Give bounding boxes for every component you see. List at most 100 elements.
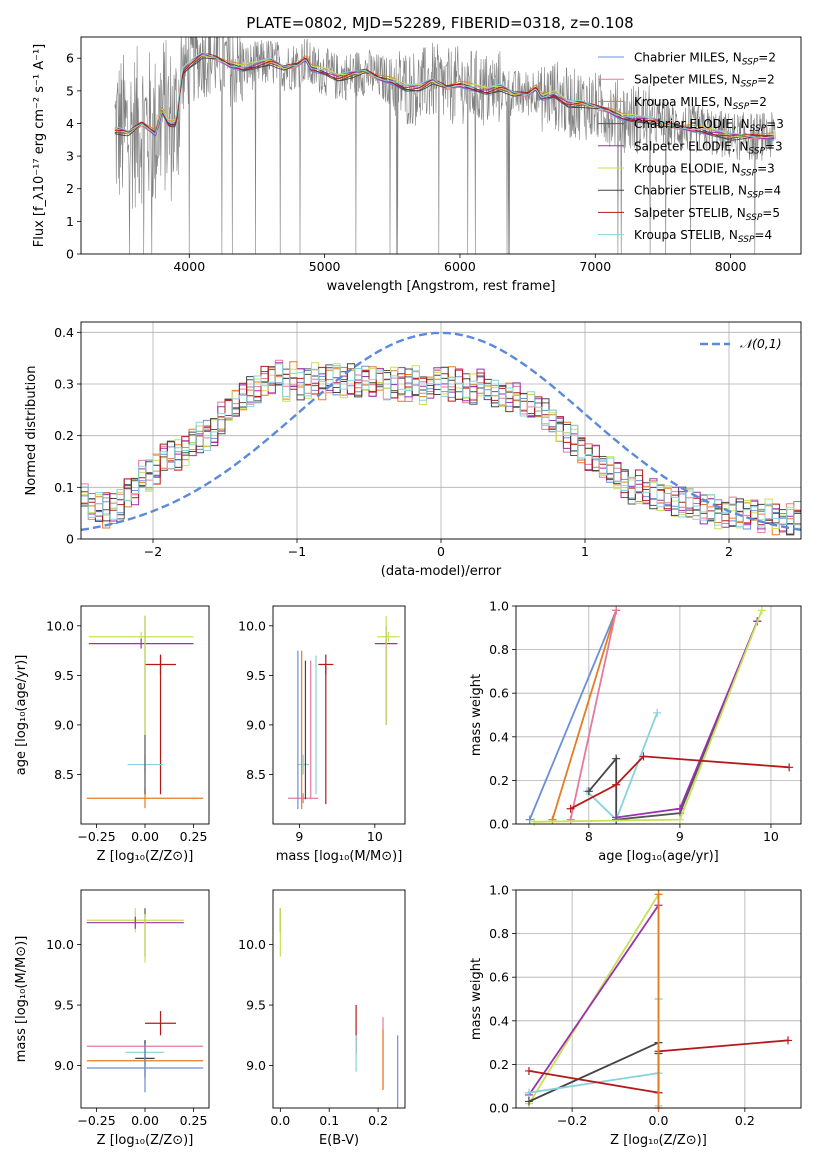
x-tick-label: 10 (367, 829, 383, 844)
weight-line (586, 712, 658, 822)
spectrum-model-line (114, 52, 775, 138)
y-tick-label: 9.0 (246, 1058, 266, 1073)
z_vs_weight-xlabel: Z [log₁₀(Z/Z⊙)] (610, 1133, 707, 1148)
y-tick-label: 0.8 (489, 642, 509, 657)
weight-line (534, 610, 763, 823)
x-tick-label: 8000 (715, 259, 747, 274)
y-tick-label: 2 (66, 181, 74, 196)
age_vs_weight-ylabel: mass weight (469, 674, 484, 756)
y-tick-label: 10.0 (238, 618, 266, 633)
x-tick-label: 0.1 (319, 1113, 339, 1128)
x-tick-label: 0.00 (131, 1113, 159, 1128)
x-tick-label: −2 (144, 544, 162, 559)
weight-marker (639, 752, 648, 761)
y-tick-label: 4 (66, 116, 74, 131)
z_vs_age-axes: −0.25 0.00 0.25 8.5 9.0 9.5 10.0 Z [log₁₀(Z/Z⊙)… (14, 618, 207, 864)
z_vs_weight-frame (515, 889, 802, 1109)
y-tick-label: 0 (66, 532, 74, 547)
y-tick-label: 0.1 (54, 480, 74, 495)
y-tick-label: 9.5 (54, 998, 74, 1013)
y-tick-label: 0.8 (489, 926, 509, 941)
legend-label: Salpeter STELIB, NSSP=5 (634, 206, 780, 223)
x-tick-label: 7000 (579, 259, 611, 274)
y-tick-label: 10.0 (238, 937, 266, 952)
z_vs_mass-ylabel: mass [log₁₀(M/M⊙)] (14, 936, 29, 1063)
y-tick-label: 0.4 (54, 325, 74, 340)
residuals-axes: −2 −1 0 1 2 0 0.1 0.2 0.3 0.4 (data-model)/error No… (24, 322, 801, 579)
x-tick-label: 0.25 (180, 1113, 208, 1128)
age_vs_weight-frame (515, 605, 802, 825)
y-tick-label: 0.2 (489, 773, 509, 788)
weight-marker (524, 1097, 533, 1106)
y-tick-label: 0.2 (54, 428, 74, 443)
x-tick-label: 9 (676, 829, 684, 844)
y-tick-label: 9.5 (246, 668, 266, 683)
legend-label: Salpeter ELODIE, NSSP=3 (634, 139, 783, 156)
legend-label: Chabrier ELODIE, NSSP=3 (634, 117, 784, 134)
y-tick-label: 8.5 (54, 767, 74, 782)
weight-line (616, 620, 759, 819)
z_vs_mass-axes: −0.25 0.00 0.25 9.0 9.5 10.0 Z [log₁₀(Z/Z⊙)] ma… (14, 936, 207, 1148)
weight-marker (530, 817, 539, 826)
ebv_vs_mass-axes: 0.0 0.1 0.2 9.0 9.5 10.0 E(B-V) (238, 937, 388, 1148)
spectrum-xlabel: wavelength [Angstrom, rest frame] (327, 279, 556, 294)
y-tick-label: 10.0 (46, 937, 74, 952)
x-tick-label: 0.0 (270, 1113, 290, 1128)
weight-marker (757, 606, 766, 615)
residual-histogram (81, 363, 801, 528)
x-tick-label: −1 (288, 544, 306, 559)
z_vs_weight-axes: −0.2 0.0 0.2 0.0 0.2 0.4 0.6 0.8 1.0 Z [log₁₀(Z/Z… (469, 883, 801, 1148)
x-tick-label: 0.00 (131, 829, 159, 844)
x-tick-label: 2 (725, 544, 733, 559)
x-tick-label: 4000 (173, 259, 205, 274)
y-tick-label: 1.0 (489, 599, 509, 614)
y-tick-label: 9.5 (54, 668, 74, 683)
y-tick-label: 0.0 (489, 817, 509, 832)
x-tick-label: 10 (763, 829, 779, 844)
weight-marker (524, 1088, 533, 1097)
y-tick-label: 0.3 (54, 377, 74, 392)
y-tick-label: 9.0 (246, 717, 266, 732)
residuals-ylabel: Normed distribution (24, 366, 39, 496)
x-tick-label: 9 (295, 829, 303, 844)
spectrum-ylabel: Flux [f_λ10⁻¹⁷ erg cm⁻² s⁻¹ A⁻¹] (32, 44, 47, 248)
weight-marker (524, 1066, 533, 1075)
weight-line (570, 755, 790, 810)
spectrum-frame (80, 36, 802, 255)
residuals-xlabel: (data-model)/error (381, 564, 502, 579)
x-tick-label: 6000 (444, 259, 476, 274)
legend-label: Kroupa MILES, NSSP=2 (634, 95, 767, 112)
spectrum-axes: 4000 5000 6000 7000 8000 0 1 2 3 4 5 6 wavelength [A… (32, 44, 747, 294)
y-tick-label: 10.0 (46, 618, 74, 633)
weight-line (569, 610, 618, 820)
y-tick-label: 9.5 (246, 998, 266, 1013)
y-tick-label: 0.4 (489, 729, 509, 744)
weight-marker (612, 606, 621, 615)
weight-marker (653, 708, 662, 717)
residuals-frame (80, 321, 802, 540)
ebv_vs_mass-frame (272, 889, 406, 1109)
y-tick-label: 0.0 (489, 1101, 509, 1116)
x-tick-label: −0.25 (77, 829, 115, 844)
y-tick-label: 0.4 (489, 1013, 509, 1028)
weight-marker (584, 787, 593, 796)
weight-marker (675, 815, 684, 824)
mass_vs_age-xlabel: mass [log₁₀(M/M⊙)] (276, 849, 403, 864)
ebv_vs_mass-xlabel: E(B-V) (319, 1133, 359, 1148)
x-tick-label: 0 (437, 544, 445, 559)
z_vs_age-xlabel: Z [log₁₀(Z/Z⊙)] (97, 849, 194, 864)
legend-label: Kroupa ELODIE, NSSP=3 (634, 162, 775, 179)
mass_vs_age-axes: 9 10 8.5 9.0 9.5 10.0 mass [log₁₀(M/M⊙)] (238, 618, 402, 864)
age_vs_weight-xlabel: age [log₁₀(age/yr)] (598, 849, 719, 864)
z_vs_mass-frame (80, 889, 210, 1109)
legend-label: Kroupa STELIB, NSSP=4 (634, 228, 772, 245)
legend-label: Chabrier STELIB, NSSP=4 (634, 184, 781, 201)
weight-marker (784, 1036, 793, 1045)
weight-marker (654, 890, 663, 899)
legend-label: Chabrier MILES, NSSP=2 (634, 51, 776, 68)
normal-curve (81, 331, 801, 532)
x-tick-label: 0.0 (649, 1113, 669, 1128)
y-tick-label: 6 (66, 51, 74, 66)
y-tick-label: 5 (66, 83, 74, 98)
